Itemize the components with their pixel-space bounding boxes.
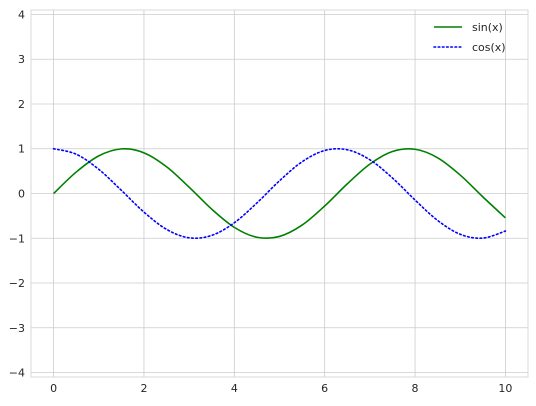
x-tick-label: 0	[50, 382, 57, 395]
y-tick-label: −4	[9, 367, 25, 380]
y-tick-label: 4	[18, 8, 25, 21]
x-tick-label: 10	[498, 382, 512, 395]
grid	[31, 10, 528, 377]
y-tick-label: 3	[18, 53, 25, 66]
series-lines	[52, 147, 507, 240]
y-axis-tick-labels: −4 −3 −2 −1 0 1 2 3 4	[9, 8, 25, 379]
y-tick-label: 1	[18, 143, 25, 156]
x-tick-label: 4	[231, 382, 238, 395]
legend: sin(x) cos(x)	[433, 21, 506, 54]
y-tick-label: −2	[9, 277, 25, 290]
y-tick-label: −3	[9, 322, 25, 335]
legend-sin-label: sin(x)	[472, 21, 503, 34]
y-tick-label: 2	[18, 98, 25, 111]
sin-series-line	[53, 147, 506, 239]
y-tick-label: −1	[9, 232, 25, 245]
legend-cos-label: cos(x)	[472, 41, 506, 54]
x-tick-label: 2	[140, 382, 147, 395]
y-tick-label: 0	[18, 188, 25, 201]
x-tick-label: 8	[412, 382, 419, 395]
x-tick-label: 6	[321, 382, 328, 395]
x-axis-tick-labels: 0 2 4 6 8 10	[50, 382, 512, 395]
plot-frame	[30, 9, 529, 378]
